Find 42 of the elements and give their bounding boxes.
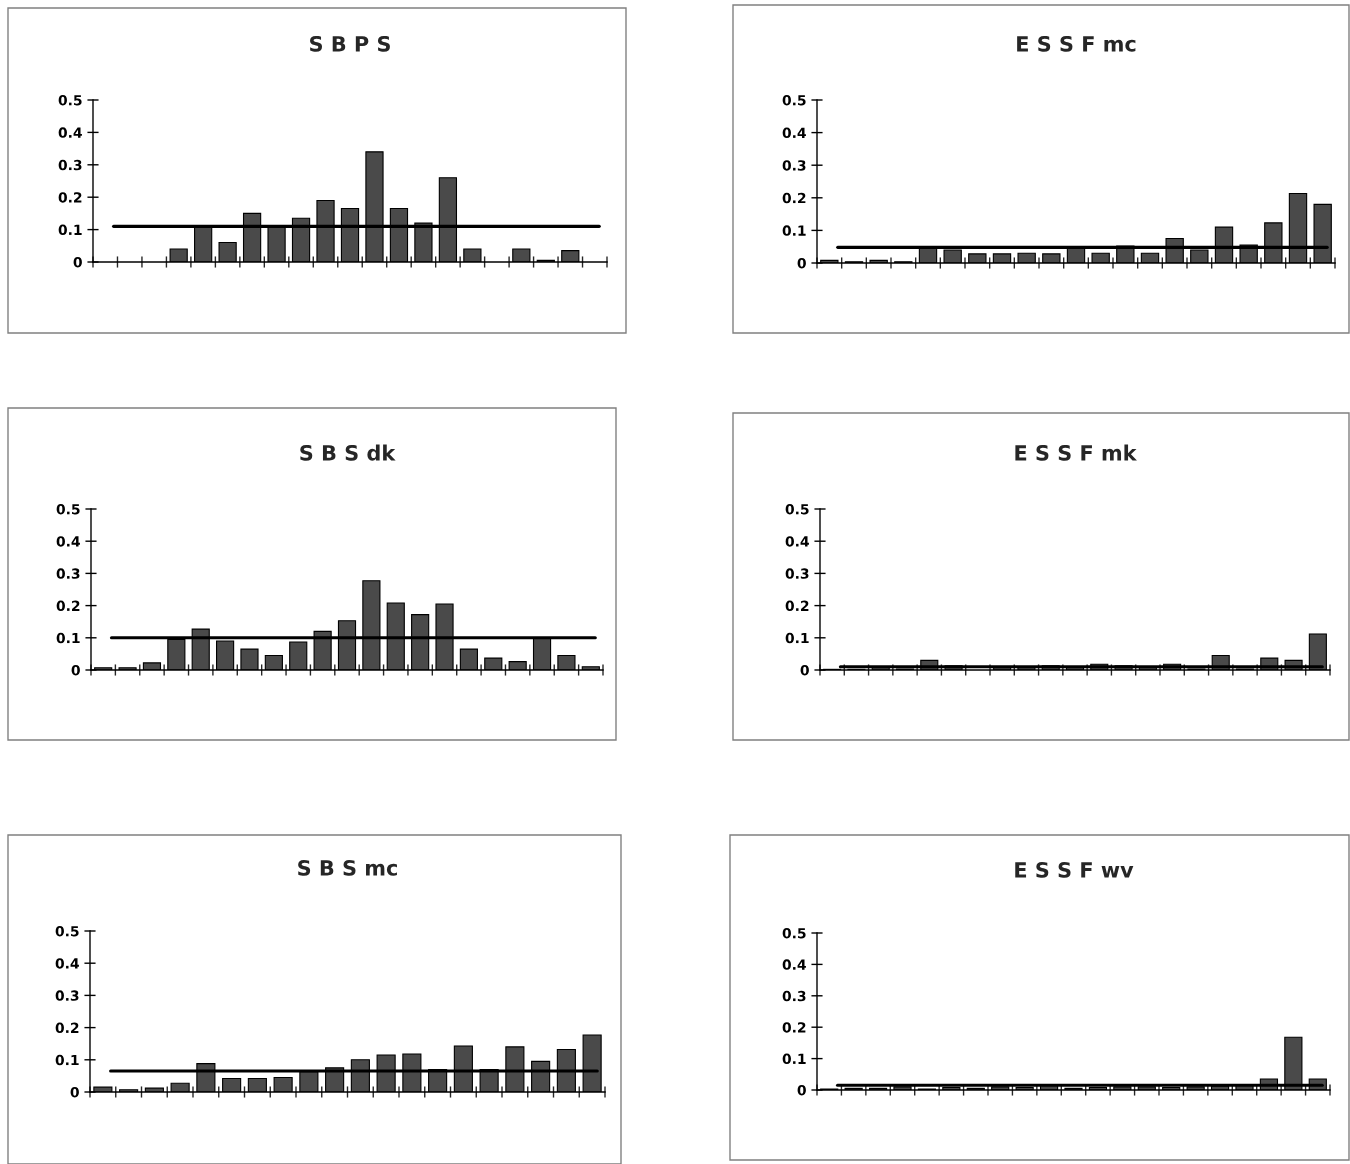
y-tick-label: 0.1 [58,224,82,236]
y-tick-label: 0.5 [55,925,79,937]
y-tick-label: 0.2 [56,600,80,612]
y-tick-label: 0 [797,1084,806,1096]
y-tick-label: 0.2 [55,1022,79,1034]
y-tick-label: 0.2 [785,600,809,612]
y-tick-label: 0.5 [56,503,80,515]
y-tick-label: 0.1 [785,632,809,644]
y-tick-label: 0.4 [782,127,806,139]
y-tick-label: 0.5 [782,94,806,106]
y-tick-label: 0.1 [782,225,806,236]
y-tick-label: 0.2 [782,192,806,204]
y-tick-label: 0.3 [58,159,82,171]
y-tick-label: 0.2 [58,192,82,203]
y-tick-label: 0.3 [782,990,806,1002]
y-tick-label: 0 [797,257,806,269]
y-tick-label: 0.1 [55,1054,79,1066]
y-tick-label: 0 [800,664,809,676]
y-tick-label: 0.1 [56,632,80,644]
y-tick-label: 0.4 [785,536,809,547]
chart-title: E S S F mc [1017,35,1136,52]
chart-title: S B P S [310,35,390,52]
y-tick-label: 0.2 [782,1022,806,1033]
y-tick-label: 0.5 [785,503,809,515]
y-tick-label: 0 [70,1086,79,1098]
chart-title: S B S dk [300,444,396,461]
y-tick-label: 0.4 [58,127,82,138]
chart-title: S B S mc [298,859,397,876]
chart-title: E S S F wv [1015,861,1134,878]
y-tick-label: 0.5 [58,94,82,106]
y-tick-label: 0.5 [782,927,806,939]
y-tick-label: 0.4 [782,959,806,970]
chart-title: E S S F mk [1015,444,1137,461]
y-tick-label: 0.4 [56,536,80,547]
y-tick-label: 0.3 [782,160,806,171]
y-tick-label: 0.3 [56,568,80,579]
y-tick-label: 0 [73,256,82,268]
y-tick-label: 0.3 [55,990,79,1001]
y-tick-label: 0.4 [55,958,79,969]
y-tick-label: 0 [71,664,80,676]
y-tick-label: 0.3 [785,568,809,579]
y-tick-label: 0.1 [782,1053,806,1065]
